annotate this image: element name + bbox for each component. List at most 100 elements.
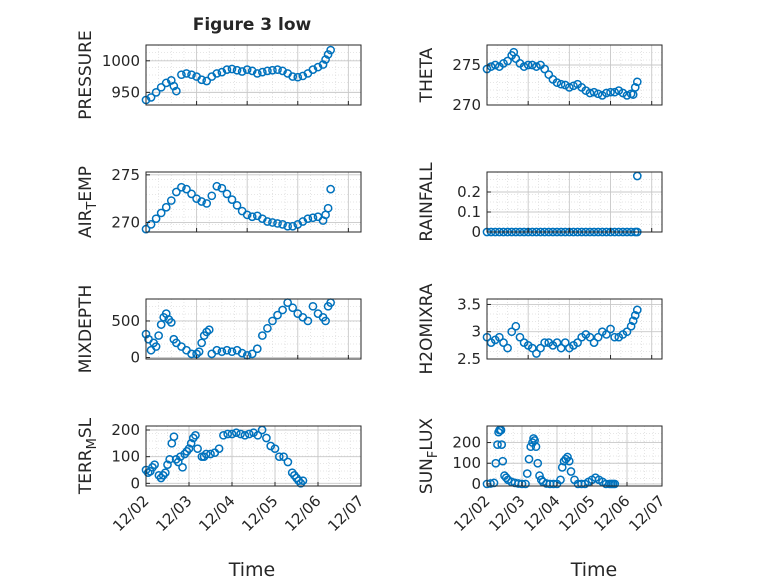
data-point-pressure — [217, 67, 227, 77]
y-tick-label: 200 — [111, 421, 140, 439]
axes-box — [486, 44, 663, 106]
data-point-h2omixra — [626, 321, 636, 331]
data-point-h2omixra — [556, 343, 566, 353]
axes-box — [486, 425, 663, 487]
data-point-terr_msl — [298, 476, 308, 486]
data-point-theta — [556, 79, 566, 89]
data-point-pressure — [172, 86, 181, 96]
y-tick-label: 0 — [130, 349, 140, 367]
x-tick-label: 12/06 — [281, 492, 324, 535]
data-point-theta — [523, 60, 533, 70]
data-point-theta — [552, 78, 562, 87]
x-tick-label: 12/02 — [450, 492, 493, 535]
data-point-mixdepth — [263, 323, 272, 333]
data-point-terr_msl — [266, 441, 276, 451]
data-point-h2omixra — [527, 343, 537, 353]
data-point-terr_msl — [191, 430, 200, 440]
x-tick-label: 12/04 — [520, 492, 563, 535]
data-point-terr_msl — [227, 429, 237, 439]
axes-box — [145, 425, 362, 487]
data-point-mixdepth — [227, 347, 237, 357]
data-point-mixdepth — [247, 349, 257, 359]
data-point-mixdepth — [187, 349, 196, 359]
data-point-sun_flux — [556, 475, 565, 485]
data-point-pressure — [187, 70, 196, 80]
axes-box — [145, 298, 362, 360]
data-point-terr_msl — [231, 428, 241, 438]
y-tick-label: 100 — [111, 448, 140, 466]
data-point-h2omixra — [606, 324, 615, 334]
data-point-sun_flux — [610, 479, 620, 489]
data-point-sun_flux — [496, 425, 506, 435]
panel-pressure: 950 1000 PRESSURE — [76, 30, 362, 120]
data-point-h2omixra — [540, 338, 549, 347]
data-point-sun_flux — [566, 467, 576, 476]
data-point-terr_msl — [201, 449, 211, 459]
data-point-mixdepth — [204, 325, 214, 335]
data-point-theta — [593, 89, 603, 99]
data-point-pressure — [146, 93, 156, 102]
data-point-terr_msl — [262, 433, 271, 443]
x-tick-label: 12/05 — [555, 492, 598, 535]
data-point-terr_msl — [223, 429, 233, 439]
data-point-air_temp — [166, 196, 176, 205]
data-point-air_temp — [237, 206, 247, 216]
data-point-air_temp — [288, 221, 298, 231]
data-point-air_temp — [247, 212, 257, 222]
data-point-air_temp — [308, 213, 318, 223]
data-point-theta — [569, 81, 578, 91]
data-point-sun_flux — [531, 442, 541, 452]
data-point-theta — [610, 87, 619, 97]
data-point-air_temp — [217, 183, 227, 193]
data-point-pressure — [308, 65, 318, 74]
data-point-pressure — [182, 69, 191, 78]
data-point-pressure — [202, 76, 212, 86]
data-point-pressure — [177, 70, 186, 80]
data-point-air_temp — [156, 208, 166, 218]
data-point-h2omixra — [499, 338, 508, 347]
data-point-pressure — [252, 69, 262, 78]
data-point-pressure — [326, 45, 335, 55]
data-point-sun_flux — [535, 471, 544, 481]
data-point-terr_msl — [279, 452, 288, 462]
data-point-terr_msl — [240, 430, 250, 440]
y-tick-label: 0 — [471, 475, 481, 493]
x-axis-label-right: Time — [570, 559, 618, 581]
y-axis-label: SUNFLUX — [417, 418, 441, 495]
data-point-terr_msl — [176, 452, 185, 462]
data-point-terr_msl — [186, 438, 196, 448]
data-point-mixdepth — [202, 327, 212, 337]
data-point-pressure — [156, 82, 166, 92]
data-point-pressure — [263, 66, 272, 76]
data-point-theta — [486, 62, 496, 71]
axes-box — [486, 171, 663, 233]
data-point-mixdepth — [197, 338, 206, 348]
data-point-air_temp — [326, 184, 335, 194]
y-axis-label: H2OMIXRA — [417, 283, 437, 374]
data-point-sun_flux — [501, 473, 511, 483]
data-point-air_temp — [242, 210, 252, 220]
data-point-h2omixra — [560, 338, 570, 347]
data-point-pressure — [258, 67, 267, 77]
data-point-air_temp — [232, 200, 242, 210]
x-tick-label: 12/02 — [109, 492, 152, 535]
data-point-sun_flux — [563, 452, 572, 462]
y-tick-label: 3.5 — [457, 295, 481, 313]
data-point-pressure — [161, 78, 171, 88]
data-point-theta — [503, 56, 512, 66]
data-point-air_temp — [151, 214, 161, 224]
data-point-terr_msl — [206, 449, 215, 459]
data-point-theta — [532, 62, 541, 71]
data-point-h2omixra — [628, 316, 638, 326]
data-point-pressure — [313, 62, 323, 72]
panel-theta: 270 275 THETA — [417, 44, 663, 114]
data-point-theta — [632, 77, 642, 87]
data-point-terr_msl — [244, 429, 254, 439]
data-point-theta — [589, 87, 599, 97]
y-tick-label: 500 — [111, 312, 140, 330]
data-point-terr_msl — [163, 460, 172, 470]
data-point-air_temp — [283, 221, 292, 231]
data-point-h2omixra — [515, 332, 525, 342]
data-point-h2omixra — [593, 332, 603, 342]
data-point-h2omixra — [507, 327, 517, 337]
